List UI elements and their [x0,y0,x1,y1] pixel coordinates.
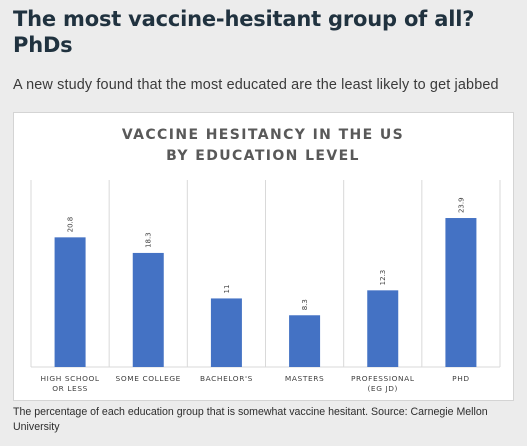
bar-3 [210,298,242,367]
caption: The percentage of each education group t… [13,406,488,433]
data-label-1: 20.8 [67,217,75,233]
chart-panel: 20.8 HIGH SCHOOL OR LESS 18.3 SOME COLLEGE 11… [13,112,514,401]
data-label-4: 8.3 [301,299,309,310]
data-label-2: 18.3 [145,232,153,248]
chart-bars [54,218,477,367]
category-label-5-line-2: (EG JD) [367,384,398,393]
category-label-3: BACHELOR'S [200,374,253,383]
category-label-1-line-1: HIGH SCHOOL [41,374,100,383]
bar-2 [132,252,164,367]
bar-4 [289,315,321,367]
chart-gridlines [30,180,501,368]
chart-title-line-2: BY EDUCATION LEVEL [166,148,360,164]
bar-1 [54,237,86,367]
bar-6 [445,218,477,367]
chart-title-line-1: VACCINE HESITANCY IN THE US [122,127,404,143]
category-label-4: MASTERS [285,374,324,383]
category-label-5-line-1: PROFESSIONAL [351,374,415,383]
subheadline: A new study found that the most educated… [13,77,499,93]
bar-5 [367,290,399,367]
category-label-6: PHD [452,374,470,383]
headline: The most vaccine-hesitant group of all? … [13,7,475,57]
chart-title: VACCINE HESITANCY IN THE US BY EDUCATION … [122,127,404,164]
data-label-3: 11 [223,285,231,294]
data-label-5: 12.3 [379,270,387,286]
category-label-1-line-2: OR LESS [52,384,88,393]
data-label-6: 23.9 [457,197,465,213]
category-label-2: SOME COLLEGE [116,374,181,383]
